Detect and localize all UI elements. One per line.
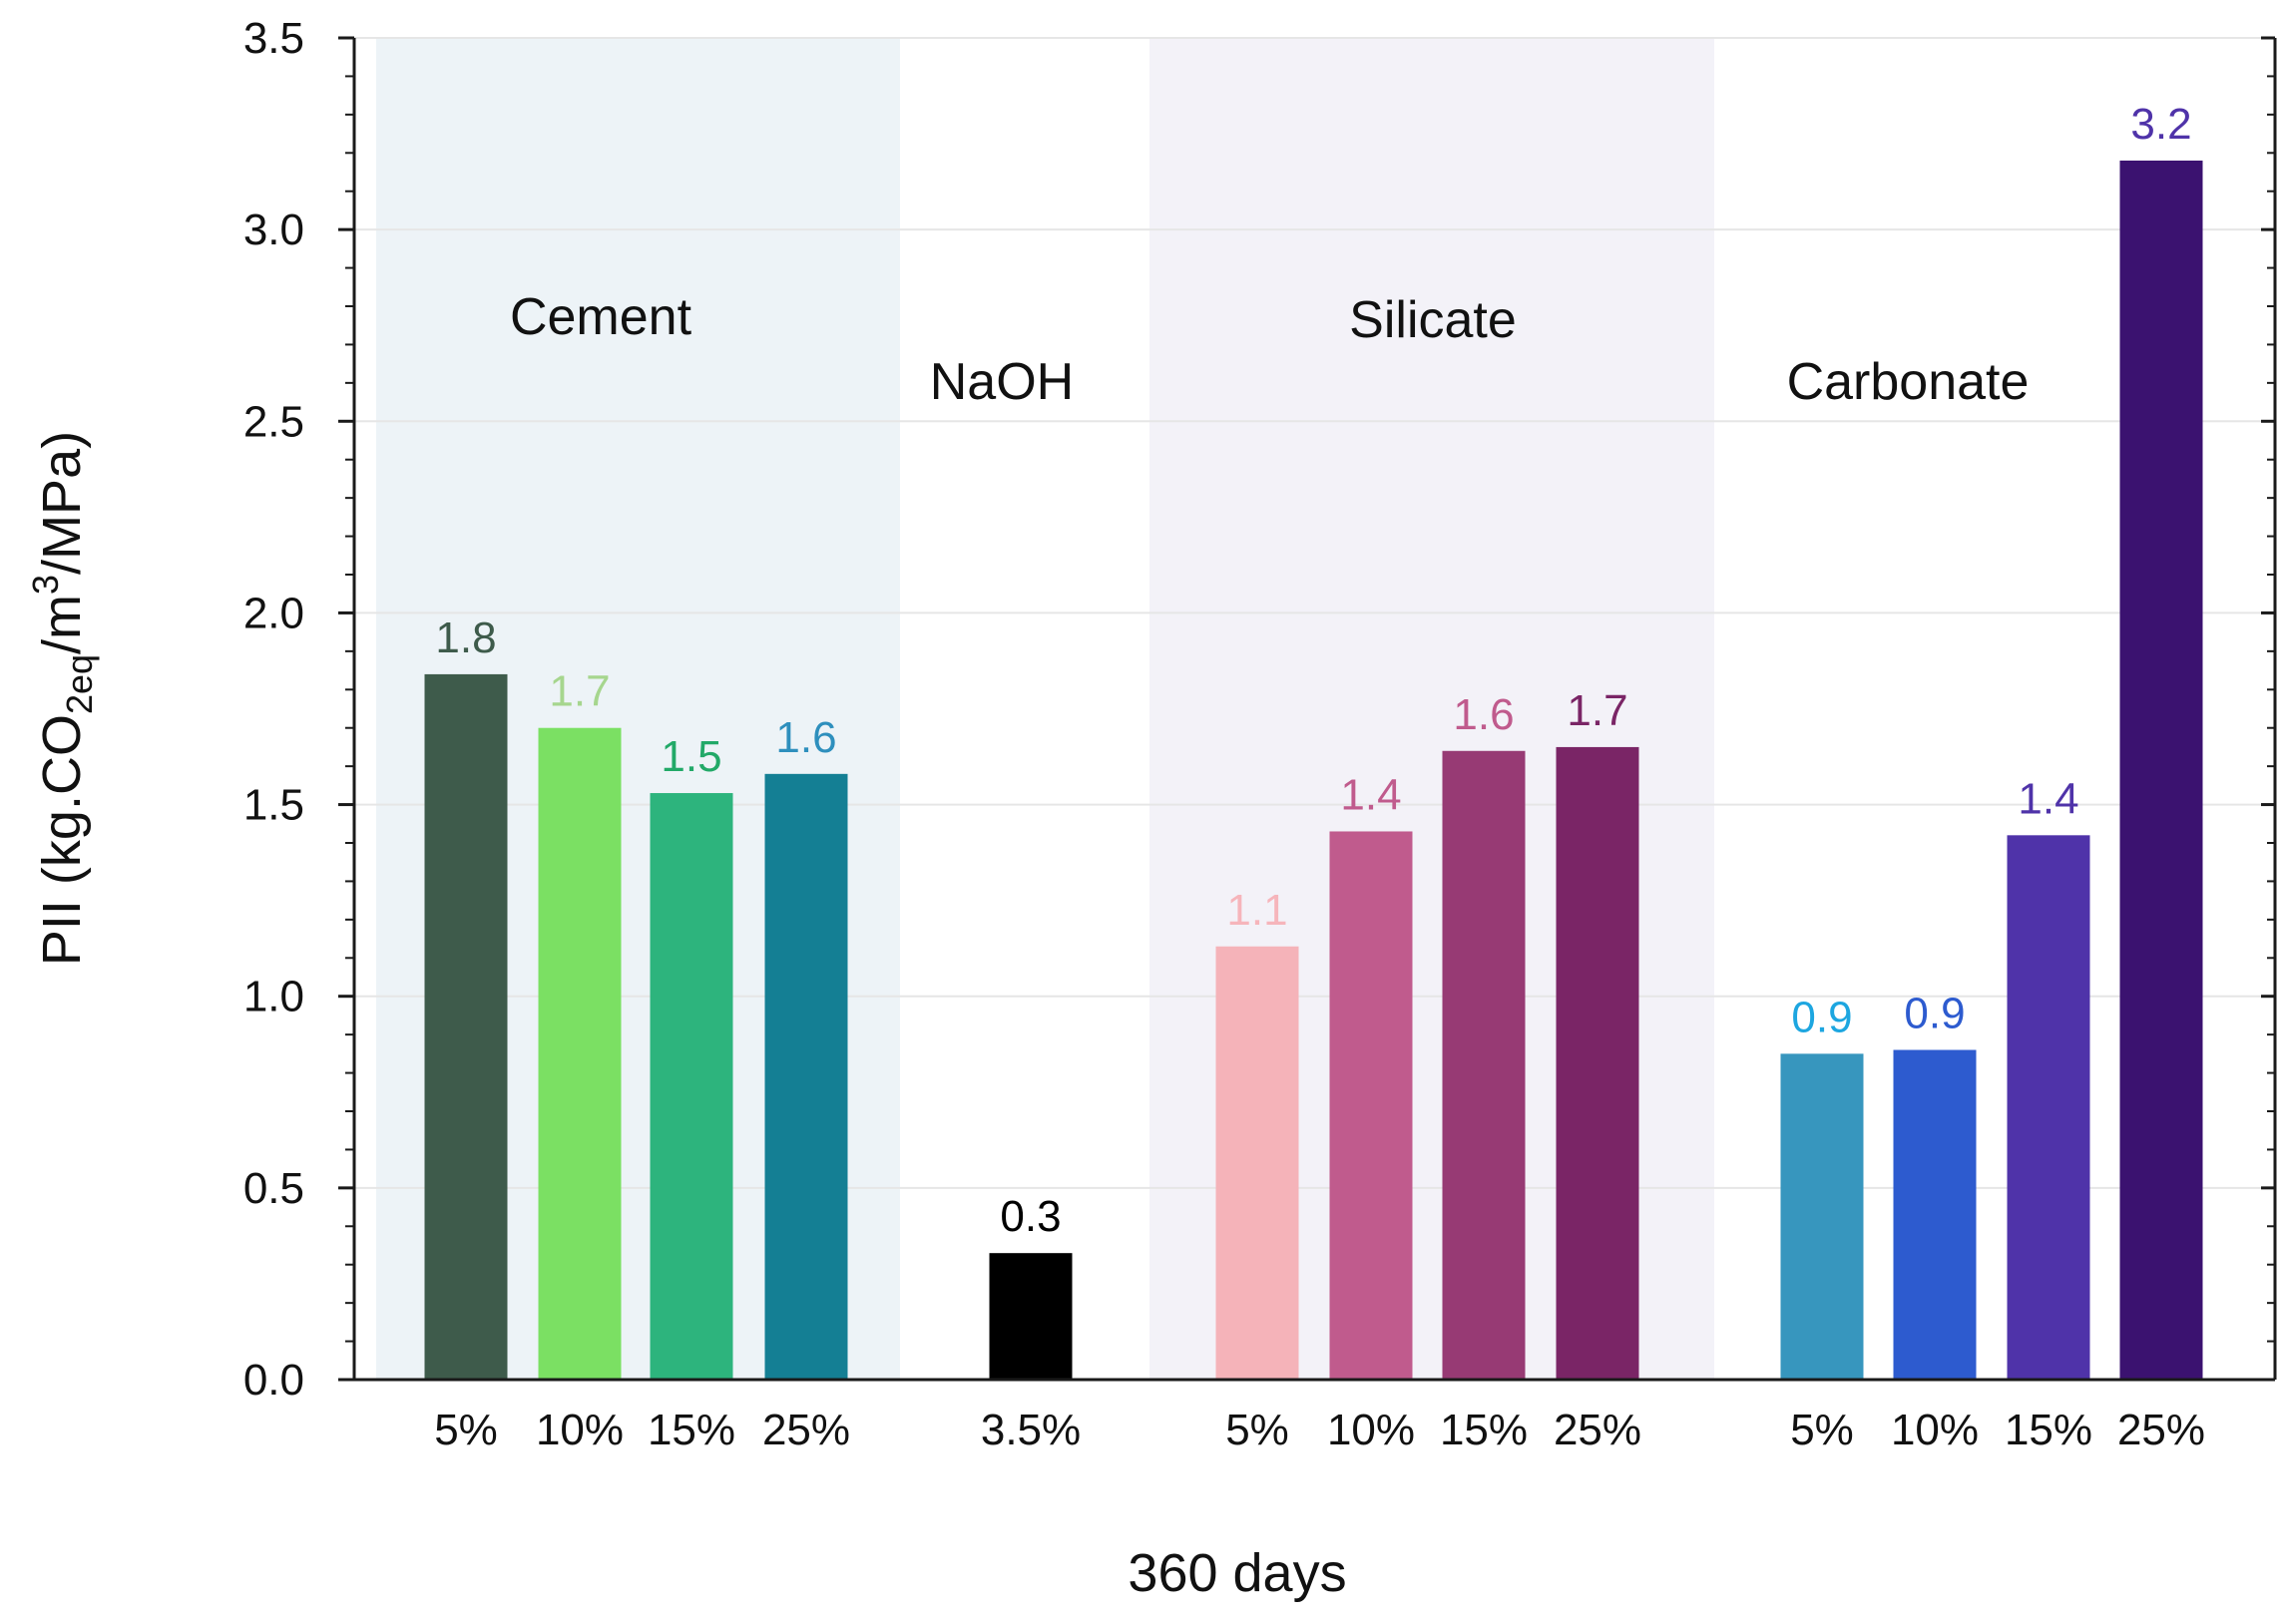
x-tick-label: 15% xyxy=(1440,1406,1528,1454)
data-label: 1.7 xyxy=(549,667,610,716)
data-label: 1.7 xyxy=(1567,686,1627,735)
x-tick-label: 25% xyxy=(1554,1406,1641,1454)
data-label: 1.1 xyxy=(1226,886,1287,935)
data-label: 1.6 xyxy=(1453,690,1514,739)
data-label: 1.8 xyxy=(435,613,496,662)
bar-naoh-3.5pct xyxy=(989,1253,1073,1380)
x-tick-label: 25% xyxy=(762,1406,850,1454)
bar-carbonate-10pct xyxy=(1893,1049,1977,1380)
bar-carbonate-25pct xyxy=(2119,160,2203,1380)
y-tick-label: 2.5 xyxy=(243,397,304,446)
data-label: 0.9 xyxy=(1904,990,1965,1038)
y-tick-label: 1.0 xyxy=(243,973,304,1021)
data-label: 0.9 xyxy=(1791,993,1852,1041)
bar-cement-15pct xyxy=(650,793,733,1380)
bar-silicate-25pct xyxy=(1556,746,1639,1380)
axes-layer: 0.0 0.5 1.0 1.5 2.0 2.5 3.0 3.5 xyxy=(243,14,2277,1405)
bar-cement-25pct xyxy=(764,773,848,1380)
group-label-silicate: Silicate xyxy=(1349,291,1517,349)
data-label: 3.2 xyxy=(2130,100,2191,149)
x-tick-label: 10% xyxy=(1891,1406,1979,1454)
y-axis-title: PII (kg.CO2eq/m3/MPa) xyxy=(25,431,100,966)
x-tick-label: 5% xyxy=(434,1406,498,1454)
bar-carbonate-15pct xyxy=(2007,835,2090,1380)
x-tick-label: 15% xyxy=(648,1406,735,1454)
x-tick-label: 15% xyxy=(2005,1406,2092,1454)
x-tick-label: 5% xyxy=(1790,1406,1854,1454)
bar-silicate-10pct xyxy=(1329,831,1413,1380)
data-label: 0.3 xyxy=(1000,1192,1061,1241)
group-label-naoh: NaOH xyxy=(930,353,1074,411)
bar-carbonate-5pct xyxy=(1780,1053,1864,1380)
x-tick-label: 10% xyxy=(1327,1406,1415,1454)
y-tick-label: 2.0 xyxy=(243,589,304,637)
y-tick-label: 3.0 xyxy=(243,205,304,254)
x-tick-label: 3.5% xyxy=(981,1406,1081,1454)
labels-layer: 1.8 5% 1.7 10% 1.5 15% 1.6 25% Cement 0.3 3.5% NaOH… xyxy=(434,100,2205,1454)
bar-cement-5pct xyxy=(424,673,508,1380)
x-tick-label: 5% xyxy=(1225,1406,1289,1454)
group-label-carbonate: Carbonate xyxy=(1787,353,2030,411)
y-tick-label: 0.5 xyxy=(243,1164,304,1213)
group-label-cement: Cement xyxy=(510,288,692,346)
data-label: 1.4 xyxy=(1340,770,1401,819)
bars-layer xyxy=(424,160,2203,1380)
bar-cement-10pct xyxy=(538,727,622,1380)
data-label: 1.4 xyxy=(2018,774,2078,823)
y-tick-label: 1.5 xyxy=(243,781,304,830)
y-tick-label: 0.0 xyxy=(243,1356,304,1405)
data-label: 1.6 xyxy=(775,713,836,762)
x-tick-label: 10% xyxy=(536,1406,624,1454)
bar-silicate-5pct xyxy=(1215,946,1299,1380)
x-tick-label: 25% xyxy=(2117,1406,2205,1454)
y-tick-label: 3.5 xyxy=(243,14,304,63)
data-label: 1.5 xyxy=(661,732,721,781)
x-axis-title: 360 days xyxy=(1128,1543,1346,1603)
bar-silicate-15pct xyxy=(1442,750,1526,1380)
